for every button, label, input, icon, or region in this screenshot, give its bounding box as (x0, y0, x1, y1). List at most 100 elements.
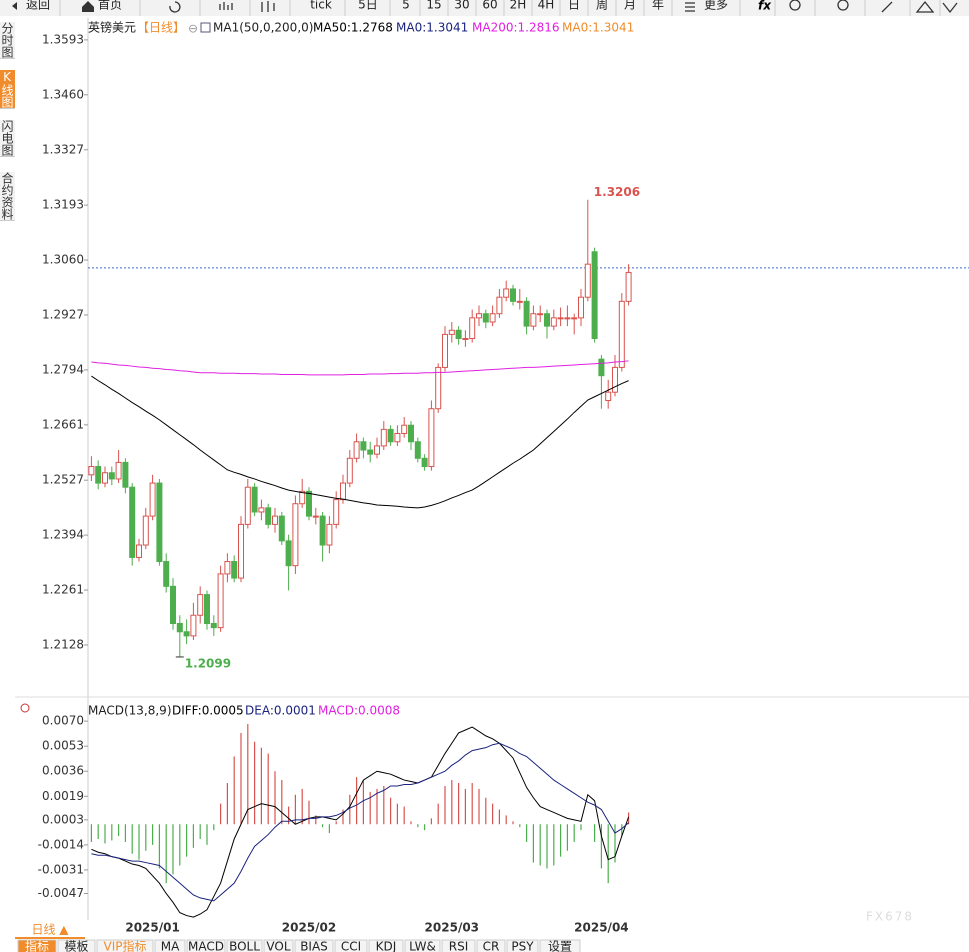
candle-body (537, 313, 544, 316)
candle-body (605, 391, 612, 401)
candle-body (496, 296, 503, 315)
toolbar-button[interactable]: 周 (596, 0, 608, 12)
home-icon (82, 1, 94, 12)
candle-body (462, 338, 469, 341)
y-tick-label: 1.2128 (42, 637, 84, 651)
toolbar-button[interactable]: 更多 (704, 0, 728, 12)
tab-label[interactable]: MA (161, 940, 180, 952)
candle-body (591, 251, 598, 340)
candle-body (285, 540, 292, 567)
toolbar-button[interactable]: 日 (568, 0, 580, 12)
macd-title: MACD(13,8,9) (88, 704, 172, 718)
tab-label[interactable]: PSY (511, 940, 534, 952)
x-tick-label: 2025/01 (125, 921, 179, 935)
candle-body (102, 472, 108, 484)
candle-body (292, 503, 299, 567)
tab-label[interactable]: CR (483, 940, 500, 952)
y-tick-label: 0.0053 (42, 739, 84, 753)
tab (506, 939, 539, 952)
tab (186, 939, 226, 952)
tab-label[interactable]: 设置 (548, 940, 572, 952)
tab (263, 939, 294, 952)
watermark: FX678 (866, 910, 914, 924)
candle-body (469, 317, 476, 340)
tab-label[interactable]: 模板 (64, 940, 88, 952)
toolbar-button[interactable]: 首页 (98, 0, 122, 12)
candle-body (204, 594, 210, 625)
candle-body (197, 594, 204, 616)
y-tick-label: 1.3327 (42, 142, 84, 156)
candle-body (326, 523, 333, 546)
candle-body (217, 573, 224, 629)
tab-label[interactable]: KDJ (376, 940, 397, 952)
candle-body (387, 428, 394, 443)
candle-body (550, 317, 557, 327)
candle-body (380, 428, 387, 447)
back-icon (12, 2, 17, 10)
chart-icon (219, 2, 233, 10)
toolbar-icons (169, 0, 958, 14)
candle-body (435, 366, 442, 410)
tab (441, 939, 476, 952)
candle-body (231, 561, 238, 579)
candle-body (156, 482, 163, 563)
candle-body (523, 300, 530, 327)
legend-period: 【日线】 (137, 21, 185, 35)
tab-label[interactable]: RSI (449, 940, 469, 952)
toolbar-button[interactable]: 年 (652, 0, 664, 12)
toolbar-button[interactable]: 4H (538, 0, 555, 12)
candle-body (612, 366, 618, 393)
line (91, 360, 629, 376)
sidebar-tab[interactable]: K线图 (0, 70, 15, 109)
tab-label[interactable]: 指标 (25, 939, 49, 952)
toolbar-button[interactable]: 60 (482, 0, 497, 12)
y-tick-label: 0.0003 (42, 812, 84, 826)
toolbar-button[interactable]: 5日 (358, 0, 378, 12)
tab-label[interactable]: LW& (409, 940, 436, 952)
sidebar-tab[interactable]: 合约资料 (0, 172, 15, 221)
y-tick-label: 0.0070 (42, 714, 84, 728)
triangle-icon (915, 0, 935, 13)
legend-entry: MA0:1.3041 (396, 21, 468, 35)
fx-icon: fx (758, 0, 772, 13)
tab-label[interactable]: VOL (266, 940, 290, 952)
toolbar-button[interactable]: 5 (402, 0, 410, 12)
candle-body (482, 313, 489, 323)
candle-body (142, 515, 149, 546)
period-button[interactable]: 日线 ▲ (31, 923, 69, 937)
candle-body (340, 482, 346, 501)
tab-label[interactable]: VIP指标 (104, 939, 147, 952)
candle-body (564, 317, 571, 320)
tab (294, 939, 334, 952)
candle-body (95, 466, 102, 484)
sidebar-tab[interactable]: 分时图 (0, 22, 15, 59)
toolbar-button[interactable]: 30 (454, 0, 469, 12)
high-label: 1.3206 (594, 185, 640, 199)
toolbar-button[interactable]: 月 (624, 0, 636, 12)
x-tick-label: 2025/04 (574, 921, 628, 935)
candle-body (584, 263, 591, 298)
candle-body (530, 313, 537, 327)
sidebar-tab[interactable]: 闪电图 (0, 120, 15, 157)
tab (404, 939, 441, 952)
tab-label[interactable]: BOLL (229, 940, 260, 952)
candle-body (625, 271, 632, 302)
legend-entry: DIFF:0.0005 (172, 704, 244, 718)
toolbar-button[interactable]: 15 (426, 0, 441, 12)
candle-body (394, 433, 401, 443)
ma-icon (200, 22, 211, 33)
candle-body (176, 623, 183, 633)
hide-icon: ⊖ (188, 22, 198, 36)
line (91, 742, 629, 902)
toolbar-button[interactable]: 2H (510, 0, 527, 12)
tab (334, 939, 368, 952)
tab-label[interactable]: CCI (341, 940, 361, 952)
tab (96, 939, 154, 952)
tab-label[interactable]: MACD (188, 940, 224, 952)
tab-label[interactable]: BIAS (300, 940, 328, 952)
line (91, 726, 630, 918)
toolbar-button[interactable]: 返回 (26, 0, 50, 12)
toolbar-button[interactable]: tick (310, 0, 332, 12)
macd-settings-icon (20, 703, 30, 713)
